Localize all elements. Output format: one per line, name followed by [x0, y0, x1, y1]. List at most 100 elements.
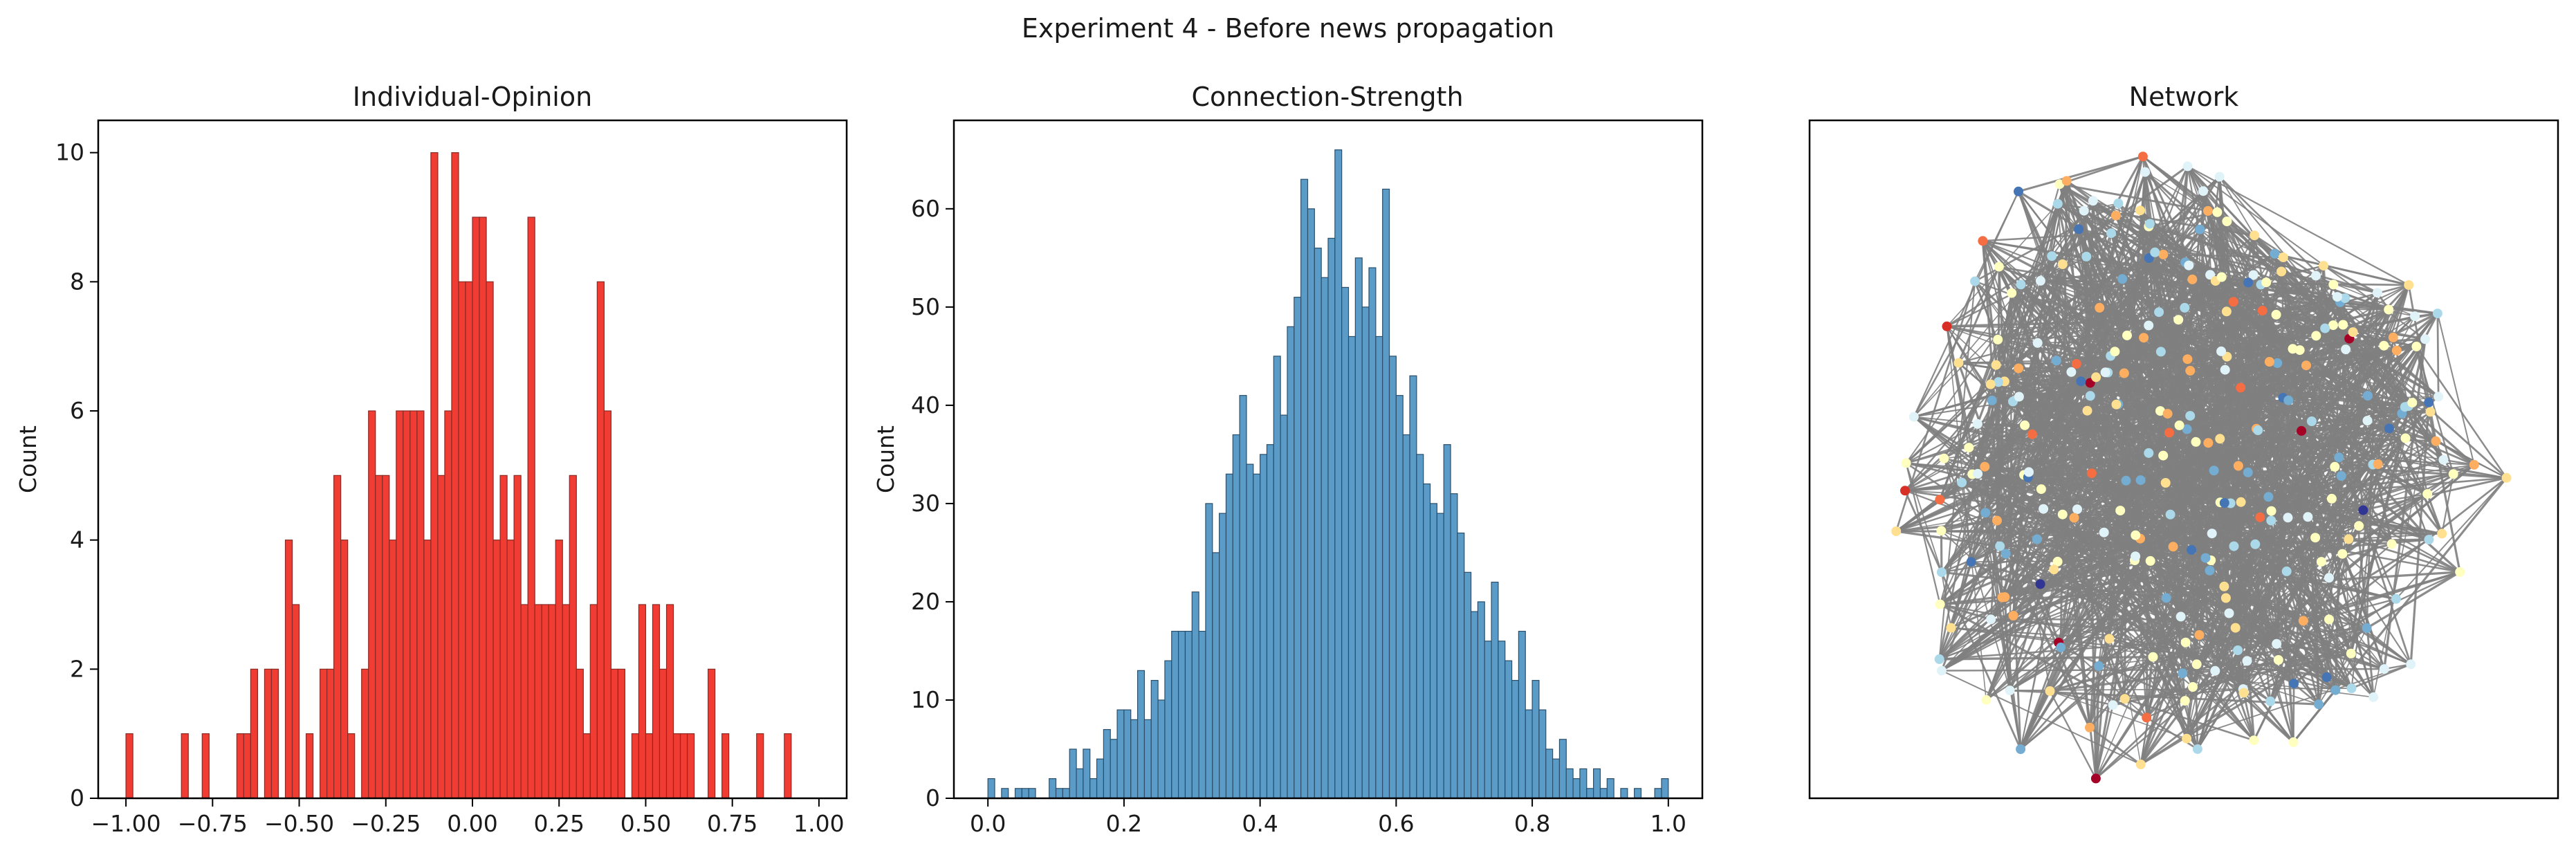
network-node: [2328, 320, 2338, 331]
network-edge: [1984, 466, 2352, 654]
network-node: [2122, 330, 2132, 340]
network-node: [2139, 333, 2149, 343]
network-node: [1901, 458, 1911, 468]
y-tick-label: 10: [55, 139, 84, 166]
network-node: [2406, 659, 2416, 670]
histogram-bar: [1239, 395, 1247, 799]
network-node: [2158, 249, 2169, 259]
network-edge: [2187, 166, 2239, 466]
network-node: [2194, 629, 2205, 640]
network-node: [2113, 199, 2124, 208]
network-edge: [2057, 203, 2072, 372]
network-node: [2135, 760, 2146, 769]
network-node: [2057, 259, 2068, 269]
network-node: [2354, 521, 2364, 531]
network-edge: [2018, 395, 2239, 468]
network-edge: [2020, 284, 2428, 495]
network-node: [1993, 334, 2003, 344]
histogram-bar: [375, 475, 383, 799]
network-edge: [2050, 690, 2187, 739]
network-node: [2168, 542, 2178, 552]
histogram-bar: [1409, 375, 1417, 799]
network-node: [2330, 685, 2341, 695]
network-edge: [1983, 466, 2091, 728]
histogram-bar: [541, 604, 549, 799]
network-edge: [2050, 690, 2113, 706]
network-node: [2250, 230, 2260, 241]
x-tick-label: 0.8: [1514, 810, 1550, 837]
histogram-bar: [1294, 297, 1302, 799]
network-edge: [2089, 395, 2239, 651]
histogram-bar: [1089, 778, 1098, 799]
network-node: [2212, 207, 2223, 217]
network-edge: [2292, 683, 2295, 742]
network-node: [1981, 695, 1991, 705]
network-edge: [2061, 514, 2091, 728]
network-edge: [2211, 456, 2340, 535]
x-tick-label: 0.2: [1106, 810, 1142, 837]
network-node: [2094, 661, 2104, 671]
axis-ticks: −1.00 −0.75 −0.50 −0.25 0.00 0.25 0.50 0.75 1.00…: [55, 139, 845, 837]
network-edge: [2075, 362, 2368, 629]
histogram-bar: [645, 733, 654, 799]
network-edge: [1958, 362, 2337, 691]
network-node: [1972, 419, 1982, 429]
network-node: [2203, 438, 2214, 448]
network-edge: [1946, 326, 2075, 518]
network-edge: [2095, 704, 2114, 779]
network-node: [1935, 599, 1945, 609]
network-node: [2368, 692, 2379, 702]
histogram-bar: [672, 733, 681, 799]
network-node: [2005, 686, 2015, 696]
histogram-bar: [1150, 679, 1159, 799]
network-node: [2160, 478, 2171, 488]
network-node: [2311, 331, 2321, 341]
network-node: [2191, 436, 2201, 447]
network-node: [2311, 270, 2321, 281]
network-edge: [2152, 560, 2212, 658]
network-edge: [2053, 465, 2239, 571]
y-tick-label: 0: [70, 784, 84, 811]
network-edge: [2214, 466, 2240, 671]
network-node: [2362, 416, 2373, 426]
network-edge: [1985, 511, 2397, 600]
network-edge: [1943, 458, 2011, 691]
network-node: [2334, 452, 2344, 463]
network-node: [1908, 412, 1919, 422]
histogram-bar: [1593, 768, 1601, 799]
histogram-bar: [1307, 208, 1315, 799]
network-node: [2346, 683, 2357, 693]
network-edge: [2060, 493, 2428, 648]
histogram-bar: [1205, 503, 1213, 799]
network-node: [2150, 247, 2160, 257]
histogram-bar: [444, 410, 452, 799]
network-edge: [2306, 349, 2346, 367]
network-edge: [2165, 229, 2201, 598]
histogram-bar: [347, 733, 356, 799]
network-node: [2255, 512, 2265, 522]
y-tick-label: 4: [70, 526, 84, 553]
network-node: [2220, 593, 2231, 603]
histogram-bar: [305, 733, 314, 799]
network-edge: [2199, 228, 2413, 403]
histogram-bar: [596, 281, 605, 799]
network-node: [2180, 637, 2191, 647]
histogram-bar: [1001, 788, 1009, 799]
network-node: [2438, 454, 2449, 465]
network-edge: [2214, 280, 2368, 629]
histogram-bar: [1300, 178, 1309, 799]
network-edge: [2119, 509, 2213, 535]
network-node: [2224, 608, 2234, 618]
network-edge: [2018, 396, 2232, 504]
network-node: [2388, 332, 2398, 342]
x-tick-label: 0.75: [707, 810, 757, 837]
network-edge: [2004, 380, 2245, 694]
network-node: [2007, 288, 2017, 298]
histogram-bar: [562, 604, 570, 799]
histogram-bar: [527, 217, 535, 799]
network-edge: [2086, 255, 2353, 333]
network-edge: [2089, 726, 2142, 766]
network-edge: [2436, 313, 2475, 466]
network-edge: [1939, 656, 2153, 661]
network-edge: [2152, 533, 2213, 658]
